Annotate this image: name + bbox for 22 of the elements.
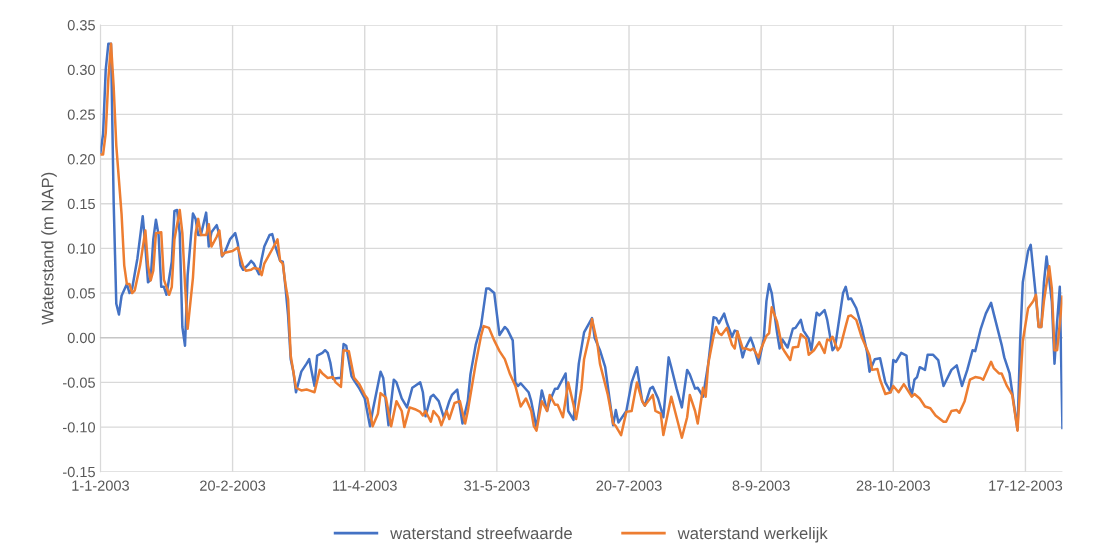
y-tick-label: 0.30 — [67, 64, 96, 76]
y-tick-label: 0.00 — [67, 332, 96, 344]
y-axis-title: Waterstand (m NAP) — [41, 172, 57, 325]
legend-label: waterstand streefwaarde — [390, 526, 572, 540]
x-tick-label: 20-7-2003 — [596, 480, 662, 491]
y-tick-label: 0.10 — [67, 243, 96, 254]
y-tick-label: 0.15 — [67, 198, 95, 210]
x-tick-label: 31-5-2003 — [464, 480, 530, 491]
y-tick-label: -0.10 — [62, 422, 96, 433]
y-tick-label: 0.20 — [67, 154, 96, 165]
y-tick-label: -0.15 — [62, 466, 95, 478]
x-tick-label: 8-9-2003 — [732, 480, 790, 491]
legend-label: waterstand werkelijk — [677, 526, 828, 543]
x-tick-label: 20-2-2003 — [200, 480, 266, 491]
y-tick-label: 0.35 — [67, 20, 95, 31]
y-tick-label: -0.05 — [62, 377, 95, 388]
y-tick-label: 0.25 — [67, 109, 95, 120]
x-tick-label: 28-10-2003 — [856, 480, 930, 491]
x-tick-label: 17-12-2003 — [989, 480, 1063, 491]
y-tick-label: 0.05 — [67, 288, 95, 299]
x-tick-label: 1-1-2003 — [72, 480, 129, 491]
x-tick-label: 11-4-2003 — [333, 480, 397, 491]
